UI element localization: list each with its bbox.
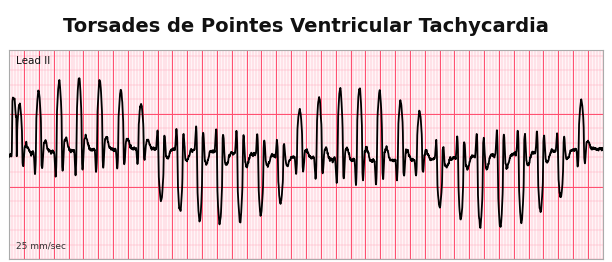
Text: Lead II: Lead II	[17, 56, 51, 66]
Text: Torsades de Pointes Ventricular Tachycardia: Torsades de Pointes Ventricular Tachycar…	[63, 17, 549, 36]
Text: 25 mm/sec: 25 mm/sec	[17, 242, 66, 251]
